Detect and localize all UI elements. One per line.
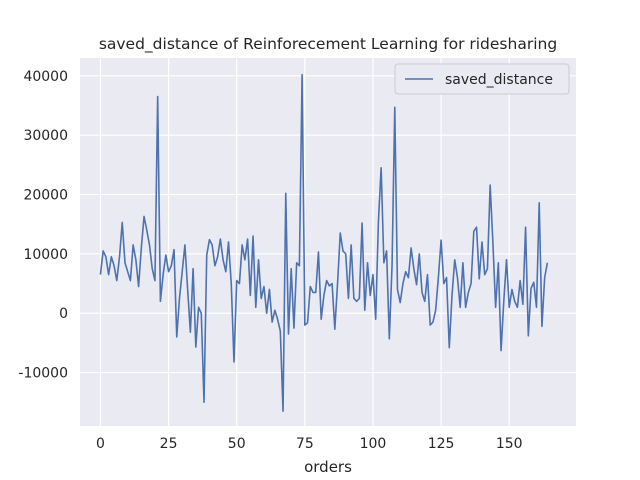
- x-tick-label: 50: [228, 436, 246, 452]
- plot-area: [80, 58, 576, 426]
- series-group: [99, 73, 549, 412]
- y-tick-label: 0: [59, 306, 68, 322]
- y-tick-label: 20000: [23, 188, 68, 204]
- legend-label: saved_distance: [445, 72, 553, 88]
- x-tick-label: 25: [160, 436, 178, 452]
- chart-title: saved_distance of Reinforecement Learnin…: [99, 35, 557, 54]
- series-line-0: [99, 73, 549, 412]
- y-tick-label: 10000: [23, 247, 68, 263]
- x-tick-labels: 0 25 50 75 100 125 150: [96, 436, 523, 452]
- x-tick-label: 150: [496, 436, 523, 452]
- x-tick-label: 100: [360, 436, 387, 452]
- x-axis-label: orders: [304, 458, 352, 476]
- legend: saved_distance: [394, 63, 570, 95]
- x-tick-label: 125: [428, 436, 455, 452]
- x-tick-label: 75: [296, 436, 314, 452]
- legend-box: [394, 63, 570, 95]
- y-tick-labels: -10000 0 10000 20000 30000 40000: [18, 69, 68, 382]
- x-tick-label: 0: [96, 436, 105, 452]
- y-tick-label: 40000: [23, 69, 68, 85]
- y-tick-label: -10000: [18, 366, 68, 382]
- y-tick-label: 30000: [23, 128, 68, 144]
